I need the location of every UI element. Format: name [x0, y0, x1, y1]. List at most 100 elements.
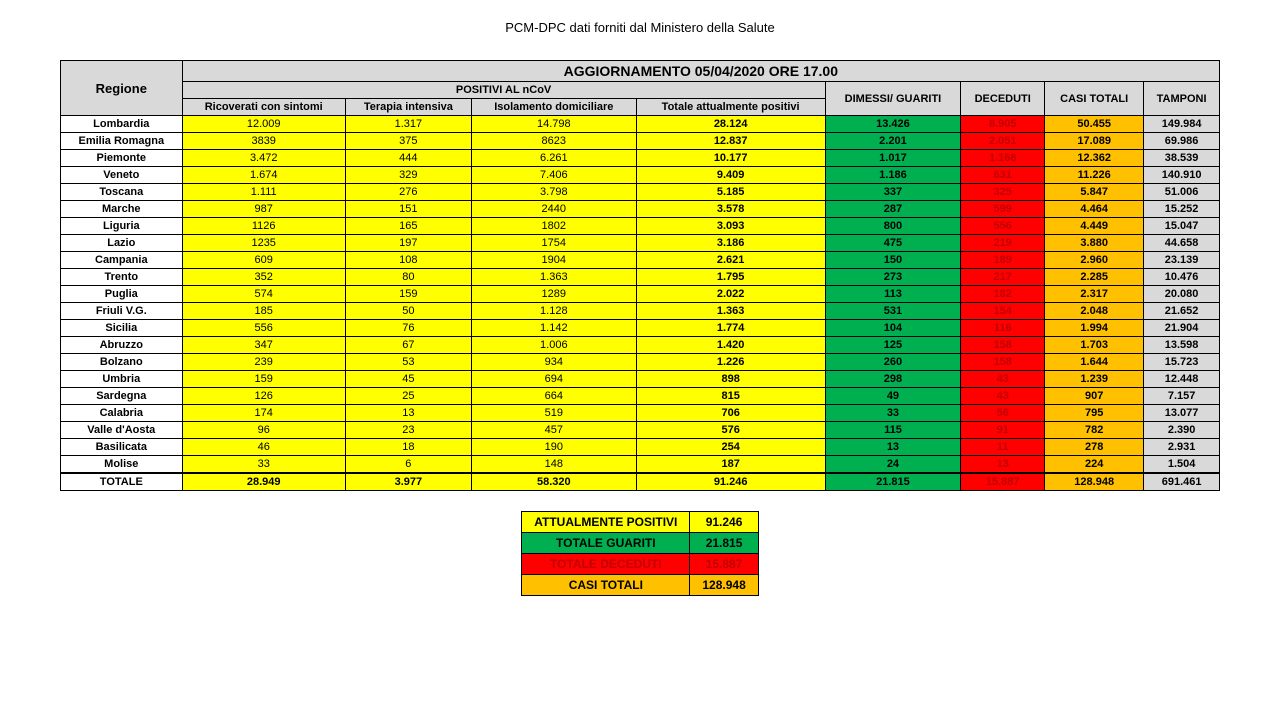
cell: 444 — [345, 150, 471, 167]
header-isolamento: Isolamento domiciliare — [471, 99, 636, 116]
cell: 125 — [825, 337, 961, 354]
header-update: AGGIORNAMENTO 05/04/2020 ORE 17.00 — [182, 61, 1219, 82]
cell: 185 — [182, 303, 345, 320]
cell: 45 — [345, 371, 471, 388]
summary-row: CASI TOTALI128.948 — [522, 575, 759, 596]
cell: 273 — [825, 269, 961, 286]
cell: 4.464 — [1045, 201, 1144, 218]
cell: 165 — [345, 218, 471, 235]
cell: 1.674 — [182, 167, 345, 184]
cell: 15.047 — [1144, 218, 1220, 235]
cell: 10.476 — [1144, 269, 1220, 286]
region-name: Emilia Romagna — [61, 133, 183, 150]
cell: 33 — [182, 456, 345, 474]
table-row: Abruzzo347671.0061.4201251581.70313.598 — [61, 337, 1220, 354]
summary-value: 91.246 — [690, 512, 758, 533]
cell: 13 — [961, 456, 1045, 474]
table-row: Toscana1.1112763.7985.1853373255.84751.0… — [61, 184, 1220, 201]
cell: 2.285 — [1045, 269, 1144, 286]
cell: 1126 — [182, 218, 345, 235]
total-cell: 28.949 — [182, 473, 345, 491]
cell: 664 — [471, 388, 636, 405]
cell: 325 — [961, 184, 1045, 201]
cell: 2.621 — [636, 252, 825, 269]
cell: 76 — [345, 320, 471, 337]
cell: 1754 — [471, 235, 636, 252]
cell: 108 — [345, 252, 471, 269]
region-name: Liguria — [61, 218, 183, 235]
table-row: Valle d'Aosta9623457576115917822.390 — [61, 422, 1220, 439]
cell: 1.128 — [471, 303, 636, 320]
region-name: Basilicata — [61, 439, 183, 456]
cell: 1.111 — [182, 184, 345, 201]
cell: 1.420 — [636, 337, 825, 354]
cell: 44.658 — [1144, 235, 1220, 252]
cell: 4.449 — [1045, 218, 1144, 235]
cell: 934 — [471, 354, 636, 371]
cell: 18 — [345, 439, 471, 456]
table-row: Veneto1.6743297.4069.4091.18663111.22614… — [61, 167, 1220, 184]
cell: 24 — [825, 456, 961, 474]
total-row: TOTALE28.9493.97758.32091.24621.81515.88… — [61, 473, 1220, 491]
cell: 1.317 — [345, 116, 471, 133]
total-cell: 21.815 — [825, 473, 961, 491]
cell: 1.644 — [1045, 354, 1144, 371]
cell: 475 — [825, 235, 961, 252]
cell: 1802 — [471, 218, 636, 235]
total-label: TOTALE — [61, 473, 183, 491]
cell: 1.774 — [636, 320, 825, 337]
cell: 3.798 — [471, 184, 636, 201]
cell: 148 — [471, 456, 636, 474]
cell: 706 — [636, 405, 825, 422]
cell: 1904 — [471, 252, 636, 269]
header-regione: Regione — [61, 61, 183, 116]
cell: 11.226 — [1045, 167, 1144, 184]
cell: 1.363 — [636, 303, 825, 320]
cell: 1.994 — [1045, 320, 1144, 337]
region-name: Campania — [61, 252, 183, 269]
cell: 694 — [471, 371, 636, 388]
table-row: Lazio123519717543.1864752193.88044.658 — [61, 235, 1220, 252]
cell: 158 — [961, 354, 1045, 371]
cell: 96 — [182, 422, 345, 439]
cell: 3.880 — [1045, 235, 1144, 252]
cell: 126 — [182, 388, 345, 405]
cell: 14.798 — [471, 116, 636, 133]
region-name: Molise — [61, 456, 183, 474]
cell: 1.017 — [825, 150, 961, 167]
cell: 159 — [345, 286, 471, 303]
region-name: Sardegna — [61, 388, 183, 405]
header-positivi: POSITIVI AL nCoV — [182, 82, 825, 99]
cell: 2440 — [471, 201, 636, 218]
cell: 8623 — [471, 133, 636, 150]
cell: 1.006 — [471, 337, 636, 354]
summary-label: TOTALE DECEDUTI — [522, 554, 690, 575]
cell: 2.201 — [825, 133, 961, 150]
region-name: Lombardia — [61, 116, 183, 133]
region-name: Trento — [61, 269, 183, 286]
cell: 574 — [182, 286, 345, 303]
cell: 1.795 — [636, 269, 825, 286]
header-casi: CASI TOTALI — [1045, 82, 1144, 116]
total-cell: 15.887 — [961, 473, 1045, 491]
table-row: Umbria15945694898298431.23912.448 — [61, 371, 1220, 388]
cell: 1235 — [182, 235, 345, 252]
summary-value: 128.948 — [690, 575, 758, 596]
page-title: PCM-DPC dati forniti dal Ministero della… — [60, 20, 1220, 35]
cell: 43 — [961, 388, 1045, 405]
cell: 197 — [345, 235, 471, 252]
cell: 50 — [345, 303, 471, 320]
cell: 23 — [345, 422, 471, 439]
cell: 287 — [825, 201, 961, 218]
cell: 2.931 — [1144, 439, 1220, 456]
header-tamponi: TAMPONI — [1144, 82, 1220, 116]
cell: 56 — [961, 405, 1045, 422]
cell: 91 — [961, 422, 1045, 439]
cell: 2.390 — [1144, 422, 1220, 439]
cell: 53 — [345, 354, 471, 371]
cell: 182 — [961, 286, 1045, 303]
region-name: Veneto — [61, 167, 183, 184]
cell: 12.009 — [182, 116, 345, 133]
cell: 13 — [345, 405, 471, 422]
summary-row: TOTALE GUARITI21.815 — [522, 533, 759, 554]
